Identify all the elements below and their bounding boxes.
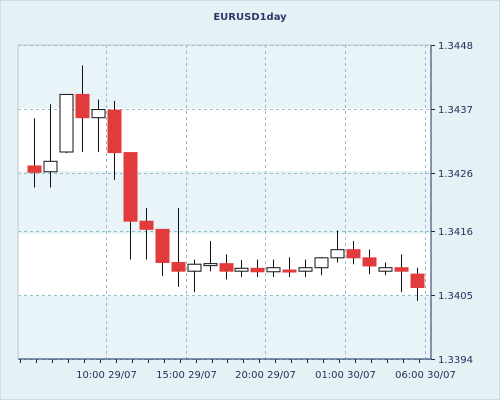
bullish-candle-body bbox=[91, 109, 106, 119]
candle bbox=[59, 93, 74, 154]
chart-title: EURUSD1day bbox=[213, 12, 287, 23]
candle bbox=[250, 259, 265, 278]
y-tick-label: 1.3416 bbox=[438, 227, 473, 238]
x-tick-label: 01:00 30/07 bbox=[315, 370, 376, 381]
candle bbox=[43, 104, 58, 188]
bearish-candle-body bbox=[75, 93, 90, 119]
bullish-candle-body bbox=[59, 93, 74, 153]
candle bbox=[378, 262, 393, 276]
bullish-candle-body bbox=[203, 263, 218, 267]
alternate-band-bottom bbox=[18, 296, 431, 359]
candle bbox=[27, 118, 42, 188]
candle bbox=[314, 257, 329, 276]
bearish-candle-body bbox=[410, 273, 425, 288]
candle bbox=[410, 267, 425, 301]
y-tick-label: 1.3448 bbox=[438, 41, 473, 52]
x-tick-label: 06:00 30/07 bbox=[395, 370, 456, 381]
bullish-candle-body bbox=[234, 267, 249, 272]
x-tick-label: 15:00 29/07 bbox=[156, 370, 217, 381]
bearish-candle-body bbox=[27, 165, 42, 173]
bearish-candle-body bbox=[394, 267, 409, 272]
y-tick-label: 1.3426 bbox=[438, 169, 473, 180]
candle bbox=[266, 259, 281, 278]
candle bbox=[234, 260, 249, 278]
bearish-candle-body bbox=[123, 152, 138, 222]
candle bbox=[362, 249, 377, 275]
y-tick-label: 1.3394 bbox=[438, 355, 473, 366]
bullish-candle-body bbox=[43, 160, 58, 173]
candle bbox=[394, 254, 409, 293]
candle bbox=[139, 207, 154, 260]
candle bbox=[123, 152, 138, 260]
bearish-candle-body bbox=[171, 261, 186, 272]
bearish-candle-body bbox=[107, 109, 122, 154]
bearish-candle-body bbox=[219, 263, 234, 272]
candle bbox=[187, 259, 202, 293]
candles bbox=[27, 65, 425, 301]
x-tick-label: 10:00 29/07 bbox=[76, 370, 137, 381]
candle bbox=[75, 65, 90, 152]
bullish-candle-body bbox=[330, 249, 345, 259]
axes: 1.3448 1.3437 1.3426 1.3416 1.3405 1.3394 10:0… bbox=[17, 41, 473, 381]
bearish-candle-body bbox=[250, 267, 265, 273]
candle bbox=[203, 240, 218, 272]
candle bbox=[282, 257, 297, 278]
bearish-candle-body bbox=[155, 228, 170, 263]
bearish-candle-body bbox=[346, 249, 361, 259]
bullish-candle-body bbox=[314, 257, 329, 269]
candle bbox=[346, 240, 361, 265]
y-tick-label: 1.3437 bbox=[438, 105, 473, 116]
bearish-candle-body bbox=[139, 220, 154, 230]
bearish-candle-body bbox=[282, 269, 297, 273]
candle bbox=[298, 259, 313, 278]
candle bbox=[171, 207, 186, 287]
candle bbox=[155, 228, 170, 276]
bullish-candle-body bbox=[266, 267, 281, 273]
bullish-candle-body bbox=[187, 263, 202, 272]
bullish-candle-body bbox=[298, 267, 313, 272]
candle bbox=[91, 99, 106, 152]
candle bbox=[107, 100, 122, 180]
candle bbox=[219, 254, 234, 280]
alternate-band-middle bbox=[18, 171, 431, 234]
y-tick-label: 1.3405 bbox=[438, 291, 473, 302]
candle bbox=[330, 230, 345, 263]
x-tick-label: 20:00 29/07 bbox=[235, 370, 296, 381]
bearish-candle-body bbox=[362, 257, 377, 267]
bullish-candle-body bbox=[378, 267, 393, 272]
